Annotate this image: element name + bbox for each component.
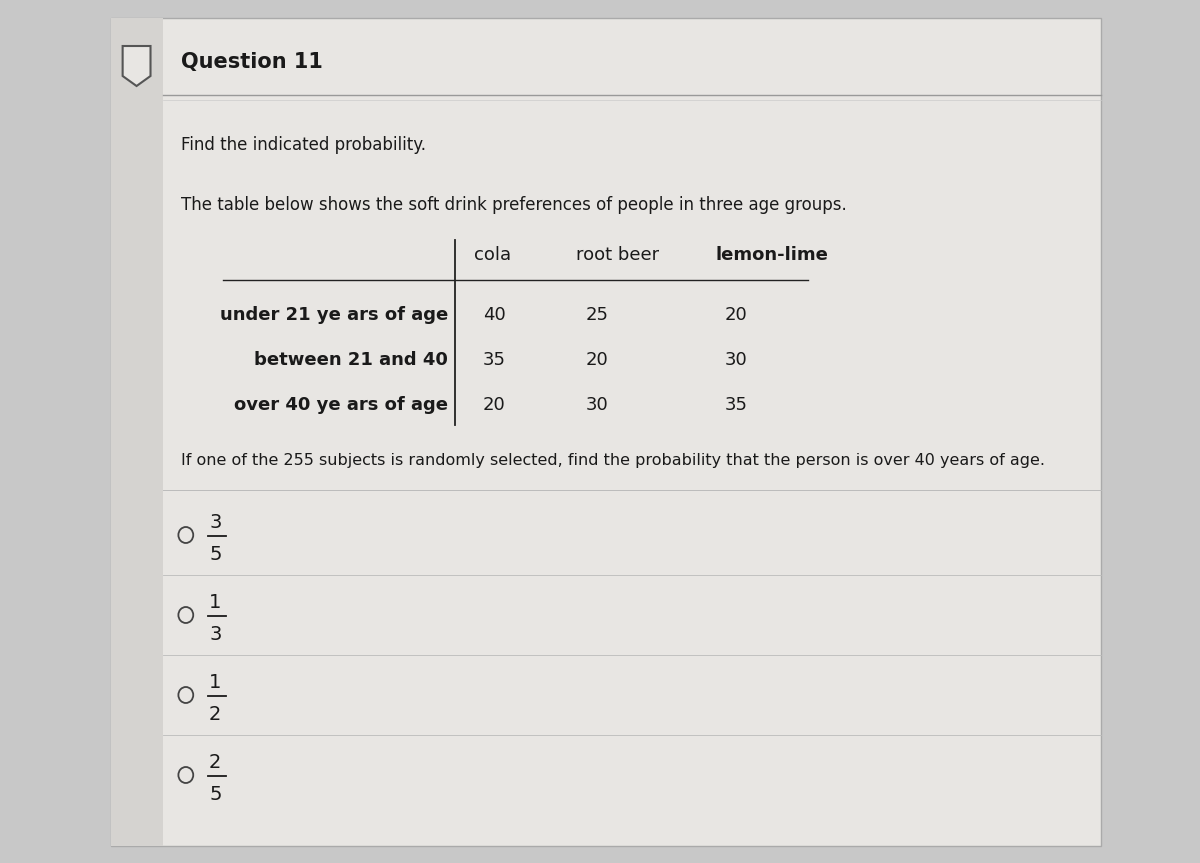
Text: root beer: root beer (576, 246, 659, 264)
Text: 1: 1 (209, 672, 222, 691)
Text: 5: 5 (209, 545, 222, 564)
Text: 5: 5 (209, 784, 222, 803)
Text: between 21 and 40: between 21 and 40 (254, 351, 448, 369)
Text: 35: 35 (484, 351, 506, 369)
Text: 35: 35 (725, 396, 748, 414)
Text: Find the indicated probability.: Find the indicated probability. (181, 136, 426, 154)
Text: 25: 25 (586, 306, 608, 324)
Bar (112, 18, 1100, 846)
Text: over 40 ye ars of age: over 40 ye ars of age (234, 396, 448, 414)
Text: 20: 20 (586, 351, 608, 369)
Text: 20: 20 (725, 306, 748, 324)
Text: Question 11: Question 11 (181, 52, 323, 72)
Text: 2: 2 (209, 753, 222, 772)
Text: 30: 30 (586, 396, 608, 414)
Text: 1: 1 (209, 593, 222, 612)
Text: cola: cola (474, 246, 511, 264)
Text: 3: 3 (209, 513, 222, 532)
Text: 30: 30 (725, 351, 748, 369)
Text: 2: 2 (209, 704, 222, 723)
Text: 40: 40 (484, 306, 506, 324)
Text: lemon-lime: lemon-lime (715, 246, 828, 264)
Text: 3: 3 (209, 625, 222, 644)
Text: If one of the 255 subjects is randomly selected, find the probability that the p: If one of the 255 subjects is randomly s… (181, 452, 1045, 468)
Polygon shape (122, 46, 150, 86)
Text: under 21 ye ars of age: under 21 ye ars of age (220, 306, 448, 324)
Text: 20: 20 (484, 396, 506, 414)
Text: The table below shows the soft drink preferences of people in three age groups.: The table below shows the soft drink pre… (181, 196, 847, 214)
Bar (112, 18, 162, 846)
